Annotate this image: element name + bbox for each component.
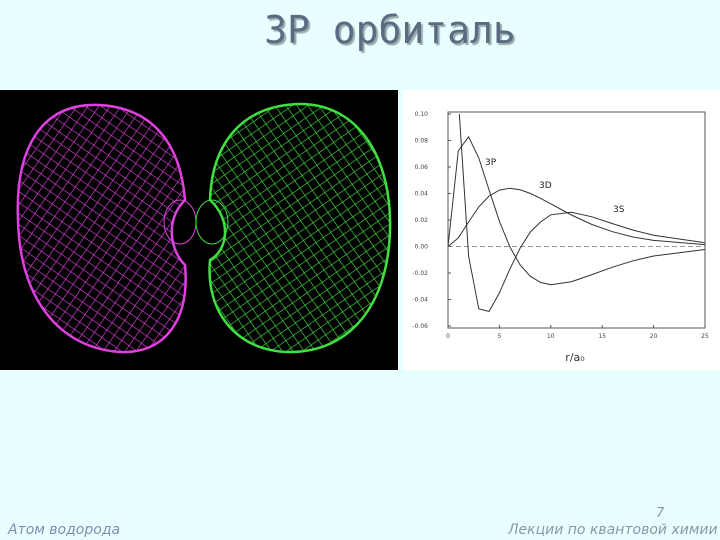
x-tick-label: 5 [497, 333, 501, 340]
series-label: 3P [485, 158, 497, 168]
x-tick-label: 10 [547, 333, 555, 340]
series-line [458, 114, 705, 312]
x-tick-label: 20 [650, 333, 658, 340]
x-tick-label: 15 [598, 333, 606, 340]
series-label: 3D [539, 181, 552, 191]
y-tick-label: 0.08 [415, 138, 429, 145]
x-tick-label: 0 [446, 333, 450, 340]
y-tick-label: -0.06 [412, 323, 428, 330]
orbital-image [0, 90, 398, 370]
y-tick-label: 0.04 [415, 191, 429, 198]
page-number: 7 [656, 506, 665, 521]
y-tick-label: 0.02 [415, 217, 429, 224]
chart: r/a₀ 0.10 0.08 0.06 0.04 0.02 0.00 -0.02 -0.04 -… [403, 90, 720, 370]
footer-right: Лекции по квантовой химии [508, 522, 718, 538]
series-line [448, 135, 705, 286]
y-tick-label: 0.00 [415, 244, 429, 251]
y-tick-label: -0.04 [412, 297, 428, 304]
y-tick-label: -0.02 [412, 270, 428, 277]
series-label: 3S [613, 205, 625, 215]
slide-title: 3P орбиталь [264, 8, 516, 52]
y-tick-label: 0.10 [415, 111, 429, 118]
y-tick-label: 0.06 [415, 164, 429, 171]
series-line [448, 187, 705, 247]
footer-left: Атом водорода [8, 522, 121, 538]
x-tick-label: 25 [701, 333, 709, 340]
x-axis-label: r/a₀ [565, 351, 585, 364]
